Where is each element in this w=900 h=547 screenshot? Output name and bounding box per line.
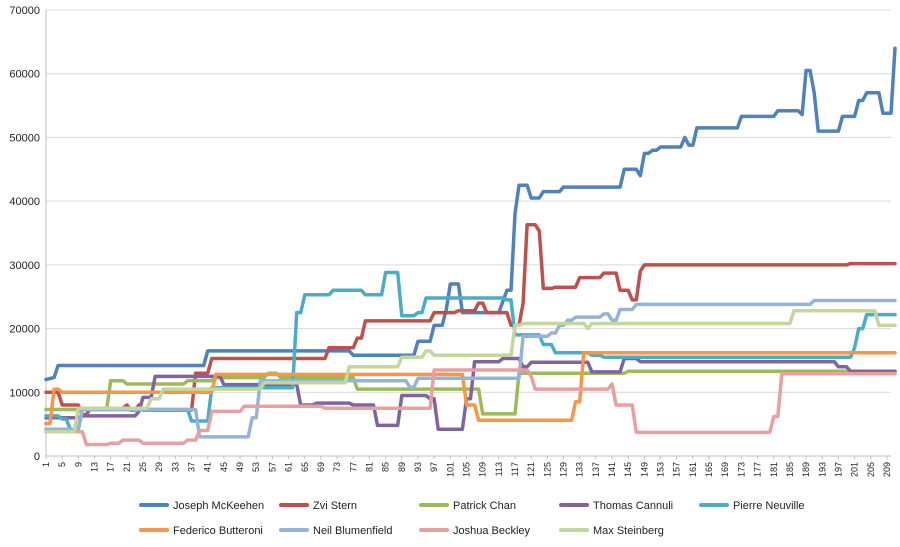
x-tick-label: 33 — [170, 462, 180, 472]
x-tick-label: 21 — [122, 462, 132, 472]
x-tick-label: 97 — [429, 462, 439, 472]
x-tick-label: 129 — [559, 462, 569, 477]
series-line-joseph-mckeehen — [44, 46, 897, 382]
x-tick-label: 193 — [817, 462, 827, 477]
y-tick-label: 40000 — [9, 196, 40, 208]
x-tick-label: 145 — [623, 462, 633, 477]
series-line-pierre-neuville — [44, 270, 897, 431]
legend-label: Max Steinberg — [593, 525, 664, 537]
x-tick-label: 85 — [381, 462, 391, 472]
x-tick-label: 89 — [397, 462, 407, 472]
x-tick-label: 173 — [736, 462, 746, 477]
y-tick-label: 0 — [34, 451, 40, 463]
x-tick-label: 101 — [445, 462, 455, 477]
legend-item: Joseph McKeehen — [139, 500, 264, 512]
x-tick-label: 141 — [607, 462, 617, 477]
legend: Joseph McKeehen Zvi Stern Patrick Chan Thom… — [139, 500, 805, 537]
x-tick-label: 205 — [866, 462, 876, 477]
x-tick-label: 77 — [348, 462, 358, 472]
legend-item: Pierre Neuville — [699, 500, 805, 512]
x-tick-label: 169 — [720, 462, 730, 477]
x-tick-label: 65 — [300, 462, 310, 472]
x-tick-label: 93 — [413, 462, 423, 472]
x-tick-label: 125 — [542, 462, 552, 477]
x-tick-label: 73 — [332, 462, 342, 472]
x-tick-label: 17 — [106, 462, 116, 472]
x-axis: 1 5 9 13 17 21 25 29 33 37 41 45 49 53 57 61 65 69 73 77 81 8… — [41, 455, 892, 477]
x-tick-label: 121 — [526, 462, 536, 477]
x-tick-label: 61 — [284, 462, 294, 472]
x-tick-label: 13 — [90, 462, 100, 472]
x-tick-label: 149 — [639, 462, 649, 477]
legend-item: Federico Butteroni — [139, 525, 263, 537]
x-tick-label: 197 — [833, 462, 843, 477]
x-tick-label: 189 — [801, 462, 811, 477]
x-tick-label: 57 — [267, 462, 277, 472]
x-tick-label: 157 — [672, 462, 682, 477]
series-line-thomas-cannuli — [44, 356, 897, 431]
x-tick-label: 165 — [704, 462, 714, 477]
x-tick-label: 181 — [769, 462, 779, 477]
x-tick-label: 201 — [850, 462, 860, 477]
legend-item: Patrick Chan — [419, 500, 516, 512]
x-tick-label: 5 — [57, 462, 67, 467]
x-tick-label: 137 — [591, 462, 601, 477]
legend-item: Joshua Beckley — [419, 525, 531, 537]
x-tick-label: 25 — [138, 462, 148, 472]
legend-label: Thomas Cannuli — [593, 500, 673, 512]
x-tick-label: 109 — [478, 462, 488, 477]
x-tick-label: 133 — [575, 462, 585, 477]
legend-label: Joshua Beckley — [453, 525, 531, 537]
series-line-joshua-beckley — [44, 368, 897, 447]
x-tick-label: 113 — [494, 462, 504, 476]
legend-label: Patrick Chan — [453, 500, 516, 512]
legend-label: Pierre Neuville — [733, 500, 805, 512]
y-axis: 0 10000 20000 30000 40000 50000 60000 70000 — [9, 5, 47, 463]
legend-item: Neil Blumenfield — [279, 525, 392, 537]
y-tick-label: 20000 — [9, 324, 40, 336]
x-tick-label: 69 — [316, 462, 326, 472]
legend-label: Joseph McKeehen — [173, 500, 264, 512]
x-tick-label: 161 — [688, 462, 698, 477]
legend-item: Zvi Stern — [279, 500, 357, 512]
legend-label: Federico Butteroni — [173, 525, 263, 537]
legend-label: Zvi Stern — [313, 500, 357, 512]
x-tick-label: 37 — [187, 462, 197, 472]
y-tick-label: 50000 — [9, 132, 40, 144]
y-tick-label: 10000 — [9, 387, 40, 399]
x-tick-label: 1 — [41, 462, 51, 467]
x-tick-label: 153 — [656, 462, 666, 477]
x-tick-label: 209 — [882, 462, 892, 477]
y-tick-label: 30000 — [9, 260, 40, 272]
y-tick-label: 60000 — [9, 69, 40, 81]
legend-item: Max Steinberg — [559, 525, 664, 537]
y-tick-label: 70000 — [9, 5, 40, 17]
x-tick-label: 185 — [785, 462, 795, 477]
x-tick-label: 105 — [461, 462, 471, 477]
legend-item: Thomas Cannuli — [559, 500, 673, 512]
x-tick-label: 45 — [219, 462, 229, 472]
x-tick-label: 29 — [154, 462, 164, 472]
x-tick-label: 9 — [73, 462, 83, 467]
series-lines — [44, 46, 897, 447]
series-line-federico-butteroni — [44, 351, 897, 426]
legend-label: Neil Blumenfield — [313, 525, 392, 537]
x-tick-label: 41 — [203, 462, 213, 472]
x-tick-label: 49 — [235, 462, 245, 472]
x-tick-label: 117 — [510, 462, 520, 476]
x-tick-label: 81 — [364, 462, 374, 472]
series-line-max-steinberg — [44, 308, 897, 434]
x-tick-label: 53 — [251, 462, 261, 472]
x-tick-label: 177 — [753, 462, 763, 477]
series-line-neil-blumenfield — [44, 298, 897, 439]
